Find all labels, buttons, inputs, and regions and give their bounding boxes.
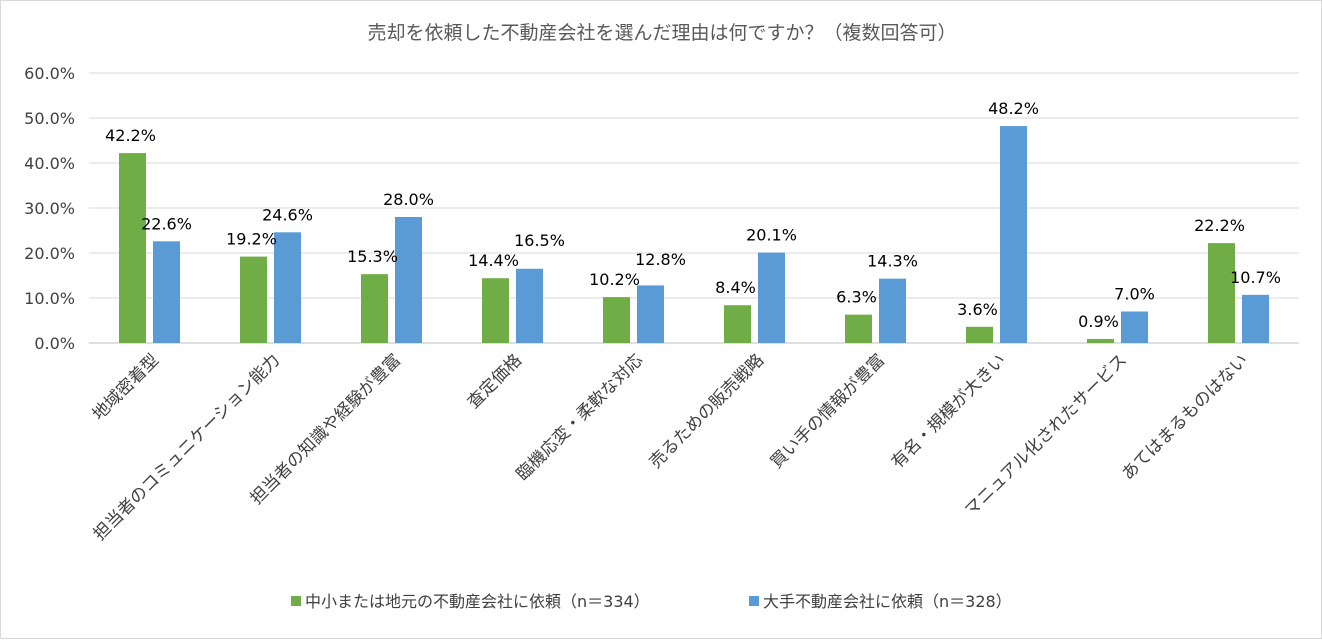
chart-title: 売却を依頼した不動産会社を選んだ理由は何ですか？（複数回答可）	[367, 22, 956, 44]
data-label-blue: 14.3%	[867, 252, 918, 271]
data-label-blue: 10.7%	[1230, 268, 1281, 287]
bar-green	[119, 153, 146, 343]
y-tick-label: 30.0%	[24, 199, 75, 218]
bar-green	[845, 314, 872, 343]
y-tick-label: 10.0%	[24, 289, 75, 308]
data-label-green: 6.3%	[836, 288, 877, 307]
bar-green	[966, 326, 993, 343]
data-label-blue: 48.2%	[988, 99, 1039, 118]
bar-blue	[1000, 126, 1027, 343]
y-tick-label: 40.0%	[24, 154, 75, 173]
x-category-label: 買い手の情報が豊富	[767, 350, 889, 472]
bar-blue	[1242, 294, 1269, 343]
legend-label: 中小または地元の不動産会社に依頼（n＝334）	[305, 592, 650, 611]
data-label-green: 0.9%	[1078, 312, 1119, 331]
x-category-label: 臨機応変・柔軟な対応	[513, 350, 647, 484]
bar-green	[603, 297, 630, 343]
bar-blue	[153, 241, 180, 343]
bar-green	[361, 274, 388, 343]
data-label-green: 8.4%	[715, 278, 756, 297]
data-label-blue: 12.8%	[635, 250, 686, 269]
data-label-green: 14.4%	[468, 251, 519, 270]
bar-blue	[274, 232, 301, 343]
x-category-label: 査定価格	[464, 350, 526, 412]
bar-green	[240, 256, 267, 343]
y-tick-label: 0.0%	[34, 334, 75, 353]
legend-label: 大手不動産会社に依頼（n＝328）	[763, 592, 1012, 611]
data-label-green: 19.2%	[226, 230, 277, 249]
data-label-blue: 7.0%	[1114, 285, 1155, 304]
data-labels: 42.2% 22.6% 19.2% 24.6% 15.3% 28.0% 14.4%16.5%…	[105, 99, 1281, 331]
data-label-green: 15.3%	[347, 247, 398, 266]
bar-blue	[879, 278, 906, 343]
data-label-blue: 24.6%	[262, 205, 313, 224]
data-label-blue: 20.1%	[746, 226, 797, 245]
data-label-green: 3.6%	[957, 300, 998, 319]
y-tick-label: 50.0%	[24, 109, 75, 128]
x-category-label: 売るための販売戦略	[646, 350, 768, 472]
bar-group	[119, 126, 1269, 343]
x-category-label: 地域密着型	[89, 350, 163, 424]
data-label-blue: 28.0%	[383, 190, 434, 209]
legend-swatch-blue	[749, 596, 759, 606]
bar-green	[724, 305, 751, 343]
y-tick-label: 20.0%	[24, 244, 75, 263]
bar-green	[1208, 243, 1235, 343]
legend-swatch-green	[291, 596, 301, 606]
data-label-green: 22.2%	[1194, 216, 1245, 235]
bar-blue	[395, 217, 422, 343]
bar-green	[482, 278, 509, 343]
data-label-green: 10.2%	[589, 270, 640, 289]
legend: 中小または地元の不動産会社に依頼（n＝334） 大手不動産会社に依頼（n＝328）	[291, 592, 1012, 611]
y-axis: 0.0% 10.0% 20.0% 30.0% 40.0% 50.0% 60.0%	[24, 64, 75, 353]
bar-blue	[516, 268, 543, 343]
data-label-green: 42.2%	[105, 126, 156, 145]
bar-blue	[1121, 311, 1148, 343]
bar-green	[1087, 338, 1114, 343]
bar-blue	[758, 252, 785, 343]
x-category-label: あてはまるものはない	[1118, 350, 1252, 484]
data-label-blue: 16.5%	[514, 231, 565, 250]
y-tick-label: 60.0%	[24, 64, 75, 83]
x-category-label: 有名・規模が大きい	[888, 350, 1010, 472]
data-label-blue: 22.6%	[141, 214, 192, 233]
bar-blue	[637, 285, 664, 343]
